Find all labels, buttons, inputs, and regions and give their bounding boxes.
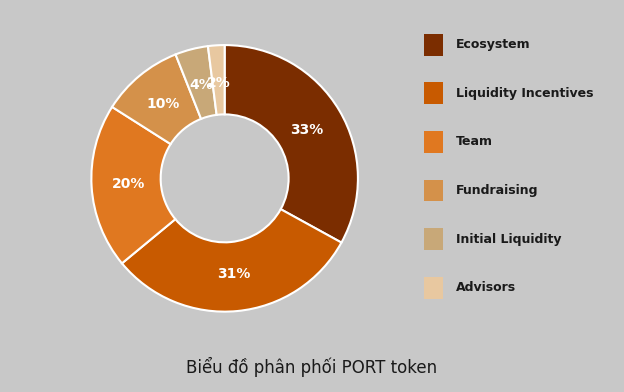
Text: 2%: 2% [207, 76, 230, 90]
Text: Advisors: Advisors [456, 281, 516, 294]
FancyBboxPatch shape [424, 34, 443, 56]
Text: Initial Liquidity: Initial Liquidity [456, 232, 562, 246]
Text: 31%: 31% [217, 267, 250, 281]
Text: 4%: 4% [189, 78, 213, 93]
FancyBboxPatch shape [424, 180, 443, 201]
Text: 20%: 20% [112, 178, 145, 191]
FancyBboxPatch shape [424, 277, 443, 299]
FancyBboxPatch shape [424, 228, 443, 250]
FancyBboxPatch shape [424, 82, 443, 104]
Wedge shape [208, 45, 225, 115]
Text: Biểu đồ phân phối PORT token: Biểu đồ phân phối PORT token [187, 356, 437, 377]
Text: Team: Team [456, 135, 493, 149]
Wedge shape [122, 209, 341, 312]
FancyBboxPatch shape [424, 131, 443, 153]
Text: Liquidity Incentives: Liquidity Incentives [456, 87, 593, 100]
Wedge shape [225, 45, 358, 243]
Wedge shape [91, 107, 175, 263]
Text: Ecosystem: Ecosystem [456, 38, 531, 51]
Text: 10%: 10% [147, 98, 180, 111]
Text: Fundraising: Fundraising [456, 184, 539, 197]
Text: 33%: 33% [291, 123, 324, 136]
Wedge shape [112, 54, 201, 144]
Wedge shape [175, 46, 217, 119]
